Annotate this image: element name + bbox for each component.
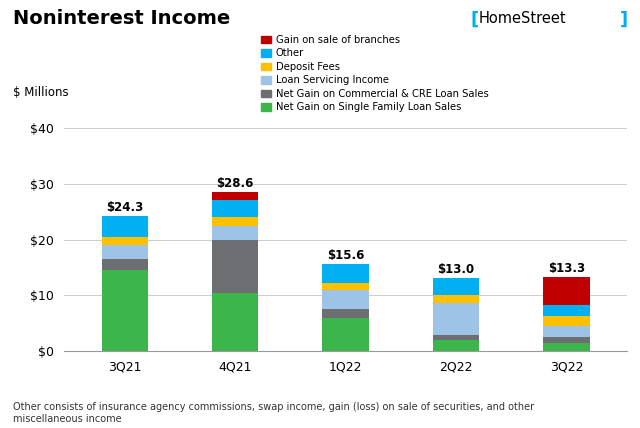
Bar [543,337,589,342]
Bar [543,277,589,305]
Bar [433,303,479,336]
Bar [433,278,479,295]
Text: Noninterest Income: Noninterest Income [13,9,230,27]
Bar [102,259,148,270]
Bar [212,240,259,293]
Bar [212,217,259,226]
Bar [433,336,479,340]
Bar [102,245,148,259]
Bar [212,293,259,351]
Bar [102,216,148,237]
Bar [323,290,369,309]
Text: $15.6: $15.6 [327,249,364,262]
Text: $13.0: $13.0 [438,263,475,276]
Text: $24.3: $24.3 [106,201,143,214]
Text: Other consists of insurance agency commissions, swap income, gain (loss) on sale: Other consists of insurance agency commi… [13,402,534,424]
Legend: Gain on sale of branches, Other, Deposit Fees, Loan Servicing Income, Net Gain o: Gain on sale of branches, Other, Deposit… [261,35,489,113]
Bar [543,342,589,351]
Bar [543,316,589,326]
Bar [212,200,259,217]
Bar [102,270,148,351]
Text: HomeStreet: HomeStreet [479,11,566,26]
Bar [323,283,369,290]
Bar [102,237,148,245]
Bar [323,318,369,351]
Text: ]: ] [620,11,628,29]
Bar [212,226,259,240]
Text: [: [ [470,11,479,29]
Bar [323,264,369,283]
Text: $13.3: $13.3 [548,262,585,275]
Bar [433,340,479,351]
Bar [543,326,589,337]
Text: $28.6: $28.6 [216,177,254,190]
Bar [323,309,369,318]
Text: $ Millions: $ Millions [13,86,69,99]
Bar [433,295,479,303]
Bar [543,305,589,316]
Bar [212,192,259,200]
